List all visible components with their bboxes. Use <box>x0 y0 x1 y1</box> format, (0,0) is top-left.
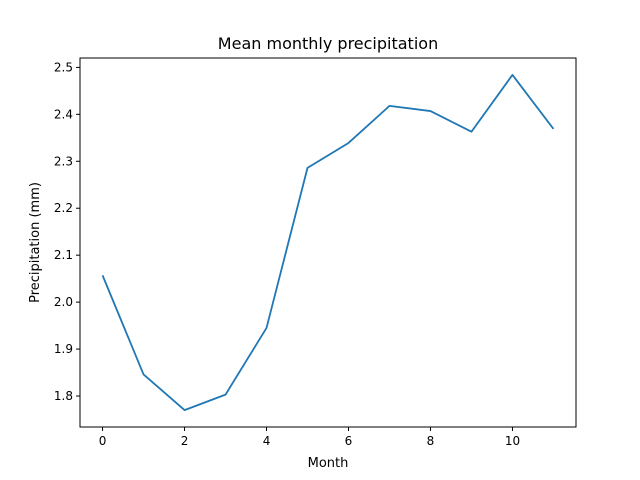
y-tick-label: 1.9 <box>54 342 73 356</box>
y-axis-ticks: 1.8 1.9 2.0 2.1 2.2 2.3 2.4 2.5 <box>54 60 80 403</box>
x-axis-ticks: 0 2 4 6 8 10 <box>99 427 520 448</box>
y-tick-label: 2.1 <box>54 248 73 262</box>
chart-title: Mean monthly precipitation <box>218 34 438 53</box>
plot-frame <box>79 57 577 428</box>
y-axis-label: Precipitation (mm) <box>28 182 43 303</box>
y-tick-label: 2.3 <box>54 154 73 168</box>
x-tick-label: 2 <box>181 434 189 448</box>
x-tick-label: 8 <box>427 434 435 448</box>
y-tick-label: 2.2 <box>54 201 73 215</box>
series-line <box>101 74 555 412</box>
x-tick-label: 4 <box>263 434 271 448</box>
y-tick-label: 2.4 <box>54 107 73 121</box>
y-tick-label: 1.8 <box>54 389 73 403</box>
x-tick-label: 6 <box>345 434 353 448</box>
series-lines <box>101 74 555 412</box>
x-axis-label: Month <box>308 456 349 471</box>
x-tick-label: 0 <box>99 434 107 448</box>
y-tick-label: 2.0 <box>54 295 73 309</box>
y-tick-label: 2.5 <box>54 60 73 74</box>
x-tick-label: 10 <box>505 434 520 448</box>
